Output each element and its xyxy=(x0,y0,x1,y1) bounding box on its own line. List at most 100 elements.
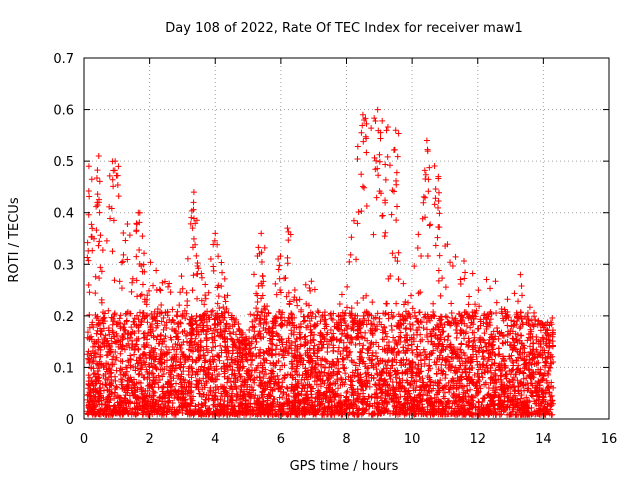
data-point xyxy=(102,332,109,339)
data-point xyxy=(435,267,442,274)
data-point xyxy=(469,270,476,277)
data-point xyxy=(176,302,183,309)
data-point xyxy=(113,367,120,374)
data-point xyxy=(111,333,118,340)
data-point xyxy=(425,367,432,374)
data-point xyxy=(313,381,320,388)
data-point xyxy=(408,341,415,348)
data-point xyxy=(229,338,236,345)
data-point xyxy=(232,375,239,382)
data-point xyxy=(254,308,261,315)
data-point xyxy=(98,268,105,275)
data-point xyxy=(107,215,114,222)
data-point xyxy=(382,362,389,369)
data-point xyxy=(251,375,258,382)
data-point xyxy=(354,299,361,306)
data-point xyxy=(361,395,368,402)
data-point xyxy=(415,361,422,368)
data-point xyxy=(158,309,165,316)
data-point xyxy=(205,396,212,403)
data-point xyxy=(148,321,155,328)
data-point xyxy=(388,211,395,218)
data-point xyxy=(408,292,415,299)
data-point xyxy=(268,340,275,347)
data-point xyxy=(340,339,347,346)
data-point xyxy=(533,346,540,353)
data-point xyxy=(218,259,225,266)
data-point xyxy=(410,338,417,345)
data-point xyxy=(262,306,269,313)
data-point xyxy=(416,324,423,331)
data-point xyxy=(338,291,345,298)
data-point xyxy=(347,251,354,258)
data-point xyxy=(86,374,93,381)
data-point xyxy=(399,312,406,319)
data-point xyxy=(284,254,291,261)
data-point xyxy=(396,333,403,340)
data-point xyxy=(492,278,499,285)
data-point xyxy=(400,280,407,287)
data-point xyxy=(406,360,413,367)
data-point xyxy=(203,378,210,385)
data-point xyxy=(369,299,376,306)
data-point xyxy=(409,349,416,356)
data-point xyxy=(92,394,99,401)
data-point xyxy=(393,300,400,307)
data-point xyxy=(499,340,506,347)
data-point xyxy=(294,302,301,309)
data-point xyxy=(363,203,370,210)
data-point xyxy=(484,358,491,365)
data-point xyxy=(414,245,421,252)
data-point xyxy=(526,304,533,311)
chart-title: Day 108 of 2022, Rate Of TEC Index for r… xyxy=(165,21,522,36)
data-point xyxy=(113,330,120,337)
data-point xyxy=(431,201,438,208)
data-point xyxy=(229,344,236,351)
data-point xyxy=(166,280,173,287)
data-point xyxy=(409,305,416,312)
data-point xyxy=(388,327,395,334)
data-point xyxy=(203,334,210,341)
data-point xyxy=(411,263,418,270)
data-point xyxy=(218,283,225,290)
data-point xyxy=(194,295,201,302)
data-point xyxy=(516,325,523,332)
data-point xyxy=(107,370,114,377)
data-point xyxy=(246,335,253,342)
data-point xyxy=(279,341,286,348)
data-point xyxy=(221,275,228,282)
data-point xyxy=(407,326,414,333)
data-point xyxy=(476,303,483,310)
data-point xyxy=(518,391,525,398)
data-point xyxy=(341,327,348,334)
data-points xyxy=(84,106,557,418)
data-point xyxy=(434,335,441,342)
data-point xyxy=(465,301,472,308)
data-point xyxy=(436,326,443,333)
data-point xyxy=(410,387,417,394)
data-point xyxy=(493,299,500,306)
data-point xyxy=(111,277,118,284)
data-point xyxy=(277,289,284,296)
data-point xyxy=(385,339,392,346)
data-point xyxy=(256,328,263,335)
data-point xyxy=(227,330,234,337)
data-point xyxy=(342,370,349,377)
data-point xyxy=(434,321,441,328)
data-point xyxy=(391,345,398,352)
data-point xyxy=(150,282,157,289)
data-point xyxy=(140,330,147,337)
data-point xyxy=(511,290,518,297)
data-point xyxy=(227,363,234,370)
data-point xyxy=(137,309,144,316)
data-point xyxy=(308,394,315,401)
data-point xyxy=(156,286,163,293)
data-point xyxy=(414,327,421,334)
data-point xyxy=(437,292,444,299)
data-point xyxy=(337,375,344,382)
data-point xyxy=(418,363,425,370)
data-point xyxy=(281,375,288,382)
data-point xyxy=(202,292,209,299)
data-point xyxy=(412,362,419,369)
data-point xyxy=(372,381,379,388)
